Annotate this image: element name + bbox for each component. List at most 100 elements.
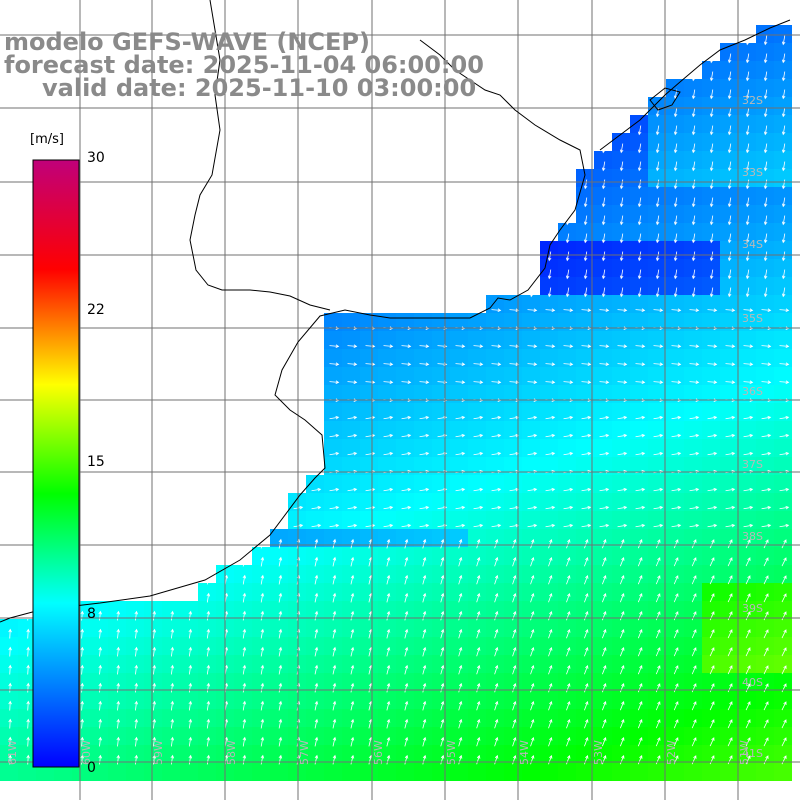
- field-cell: [360, 691, 378, 709]
- wind-arrow: [422, 682, 427, 693]
- field-cell: [576, 331, 594, 349]
- wind-arrow: [494, 736, 499, 747]
- wind-arrow: [8, 754, 12, 765]
- wind-arrow: [673, 683, 679, 693]
- field-cell: [594, 205, 612, 223]
- field-cell: [270, 691, 288, 709]
- wind-arrow: [781, 557, 787, 567]
- field-cell: [234, 565, 252, 583]
- field-cell: [414, 619, 432, 637]
- field-cell: [504, 619, 522, 637]
- field-cell: [144, 619, 162, 637]
- wind-arrow: [422, 736, 427, 747]
- field-cell: [504, 601, 522, 619]
- field-cell: [756, 43, 774, 61]
- field-cell: [684, 313, 702, 331]
- field-cell: [738, 619, 756, 637]
- field-cell: [648, 331, 666, 349]
- wind-arrow: [491, 451, 502, 456]
- field-cell: [486, 349, 504, 367]
- field-cell: [504, 673, 522, 691]
- wind-arrow: [545, 487, 556, 492]
- wind-arrow: [547, 251, 552, 262]
- field-cell: [522, 745, 540, 763]
- field-cell: [324, 583, 342, 601]
- wind-arrow: [404, 736, 409, 747]
- field-cell: [630, 277, 648, 295]
- field-cell: [432, 637, 450, 655]
- wind-arrow: [565, 287, 570, 298]
- field-cell: [612, 331, 630, 349]
- wind-arrow: [311, 523, 322, 528]
- wind-arrow: [653, 380, 664, 384]
- field-cell: [666, 637, 684, 655]
- field-cell: [504, 655, 522, 673]
- wind-arrow: [332, 736, 337, 747]
- field-cell: [774, 655, 792, 673]
- field-cell: [738, 727, 756, 745]
- field-cell: [522, 727, 540, 745]
- lat-label: 39S: [742, 602, 763, 615]
- wind-arrow: [763, 269, 768, 280]
- wind-arrow: [671, 523, 682, 528]
- field-cell: [450, 385, 468, 403]
- field-cell: [288, 763, 306, 781]
- field-cell: [594, 151, 612, 169]
- wind-arrow: [655, 107, 660, 118]
- field-cell: [666, 547, 684, 565]
- wind-arrow: [581, 505, 592, 510]
- field-cell: [126, 709, 144, 727]
- field-cell: [126, 691, 144, 709]
- field-cell: [612, 367, 630, 385]
- wind-arrow: [350, 538, 355, 549]
- field-cell: [486, 637, 504, 655]
- wind-arrow: [440, 754, 445, 765]
- field-cell: [756, 601, 774, 619]
- field-cell: [18, 619, 36, 637]
- wind-arrow: [727, 737, 733, 747]
- field-cell: [702, 295, 720, 313]
- wind-arrow: [725, 487, 736, 492]
- field-cell: [0, 691, 18, 709]
- wind-arrow: [242, 646, 247, 657]
- field-cell: [162, 763, 180, 781]
- wind-arrow: [707, 523, 718, 528]
- wind-arrow: [619, 557, 625, 567]
- field-cell: [648, 187, 666, 205]
- field-cell: [594, 349, 612, 367]
- field-cell: [576, 385, 594, 403]
- wind-arrow: [314, 754, 319, 765]
- field-cell: [576, 313, 594, 331]
- wind-arrow: [527, 505, 538, 510]
- field-cell: [342, 565, 360, 583]
- field-cell: [720, 385, 738, 403]
- wind-arrow: [188, 700, 193, 711]
- wind-arrow: [673, 539, 679, 549]
- wind-arrow: [707, 308, 718, 312]
- wind-arrow: [673, 755, 679, 765]
- field-cell: [288, 637, 306, 655]
- wind-arrow: [512, 610, 517, 621]
- field-cell: [90, 655, 108, 673]
- wind-arrow: [655, 683, 661, 693]
- wind-arrow: [709, 71, 714, 82]
- field-cell: [774, 295, 792, 313]
- field-cell: [522, 547, 540, 565]
- wind-arrow: [8, 718, 12, 729]
- wind-arrow: [761, 415, 772, 420]
- field-cell: [18, 727, 36, 745]
- wind-arrow: [152, 682, 157, 693]
- wind-arrow: [547, 269, 552, 280]
- field-cell: [144, 655, 162, 673]
- field-cell: [756, 25, 774, 43]
- field-cell: [684, 619, 702, 637]
- field-cell: [450, 367, 468, 385]
- field-cell: [396, 367, 414, 385]
- field-cell: [612, 691, 630, 709]
- wind-arrow: [383, 344, 394, 348]
- wind-arrow: [781, 197, 786, 208]
- wind-arrow: [709, 665, 715, 675]
- wind-arrow: [329, 415, 340, 420]
- wind-arrow: [419, 415, 430, 420]
- wind-arrow: [80, 646, 84, 657]
